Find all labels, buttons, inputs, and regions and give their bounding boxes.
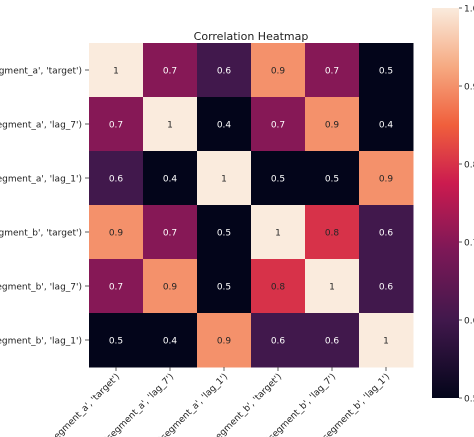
heatmap-cell <box>251 43 306 98</box>
cell-value-label: 0.6 <box>379 283 394 293</box>
cell-value-label: 0.5 <box>379 67 393 77</box>
cell-value-label: 0.9 <box>271 67 286 77</box>
heatmap-cell <box>197 205 252 260</box>
cell-value-label: 1 <box>329 283 335 293</box>
cell-value-label: 0.9 <box>163 283 178 293</box>
row-label: ('segment_b', 'target') <box>0 229 82 239</box>
heatmap-cell <box>143 97 198 152</box>
cell-value-label: 0.5 <box>217 283 231 293</box>
colorbar-tick-label: 0.8 <box>464 161 474 171</box>
heatmap-cell <box>359 43 414 98</box>
cell-value-label: 0.9 <box>109 229 124 239</box>
heatmap-cell <box>89 205 144 260</box>
colorbar-tick-label: 0.7 <box>464 239 474 249</box>
heatmap-cell <box>143 259 198 314</box>
heatmap-cell <box>89 259 144 314</box>
cell-value-label: 0.4 <box>217 121 232 131</box>
column-labels: ('segment_a', 'target')('segment_a', 'la… <box>45 367 392 437</box>
cell-value-label: 1 <box>167 121 173 131</box>
row-label: ('segment_b', 'lag_7') <box>0 283 82 293</box>
cell-value-label: 0.7 <box>163 229 177 239</box>
heatmap-cells <box>89 43 414 368</box>
cell-value-label: 0.5 <box>325 175 339 185</box>
heatmap-cell <box>251 259 306 314</box>
heatmap-cell <box>359 97 414 152</box>
heatmap-cell <box>305 259 360 314</box>
heatmap-cell <box>359 313 414 368</box>
cell-value-label: 0.5 <box>217 229 231 239</box>
heatmap-cell <box>305 205 360 260</box>
cell-value-label: 0.5 <box>271 175 285 185</box>
heatmap-cell <box>305 313 360 368</box>
colorbar-tick-label: 0.9 <box>464 83 474 93</box>
heatmap-cell <box>143 313 198 368</box>
cell-value-label: 1 <box>113 67 119 77</box>
cell-value-label: 1 <box>221 175 227 185</box>
cell-value-label: 0.9 <box>325 121 340 131</box>
heatmap-cell <box>89 43 144 98</box>
colorbar-tick-label: 0.6 <box>464 317 474 327</box>
heatmap-cell <box>251 205 306 260</box>
colorbar: 0.5 0.6 0.7 0.8 0.9 1.0 <box>432 5 474 405</box>
cell-value-label: 0.9 <box>379 175 394 185</box>
heatmap-cell <box>197 43 252 98</box>
colorbar-gradient <box>432 8 459 398</box>
heatmap-cell <box>305 97 360 152</box>
heatmap-cell <box>89 313 144 368</box>
heatmap-cell <box>89 97 144 152</box>
colorbar-tick-label: 0.5 <box>464 395 474 405</box>
chart-title: Correlation Heatmap <box>194 30 309 43</box>
cell-value-label: 0.8 <box>325 229 340 239</box>
row-labels: ('segment_a', 'target') ('segment_a', 'la… <box>0 67 89 347</box>
row-label: ('segment_a', 'target') <box>0 67 82 77</box>
cell-value-label: 1 <box>275 229 281 239</box>
cell-value-label: 0.4 <box>379 121 394 131</box>
cell-value-label: 0.6 <box>325 337 340 347</box>
cell-value-label: 1 <box>383 337 389 347</box>
row-label: ('segment_b', 'lag_1') <box>0 337 82 347</box>
colorbar-tick-label: 1.0 <box>464 5 474 15</box>
heatmap-cell <box>251 97 306 152</box>
heatmap-cell <box>359 151 414 206</box>
heatmap-cell <box>251 313 306 368</box>
heatmap-cell <box>251 151 306 206</box>
row-label: ('segment_a', 'lag_7') <box>0 121 82 131</box>
heatmap-cell <box>305 43 360 98</box>
heatmap-cell <box>197 313 252 368</box>
heatmap-cell <box>197 151 252 206</box>
cell-value-label: 0.6 <box>271 337 286 347</box>
cell-value-label: 0.7 <box>271 121 285 131</box>
cell-value-label: 0.8 <box>271 283 286 293</box>
heatmap-annotations: 1 0.7 0.6 0.9 0.7 0.5 0.7 1 0.4 0.7 0.9 0.4 0.6 0.4 1 0… <box>109 67 394 347</box>
column-label: ('segment_a', 'target') <box>45 372 122 437</box>
heatmap-cell <box>143 151 198 206</box>
cell-value-label: 0.6 <box>379 229 394 239</box>
heatmap-cell <box>359 259 414 314</box>
heatmap-cell <box>143 205 198 260</box>
cell-value-label: 0.4 <box>163 175 178 185</box>
heatmap-cell <box>305 151 360 206</box>
cell-value-label: 0.9 <box>217 337 232 347</box>
cell-value-label: 0.6 <box>217 67 232 77</box>
cell-value-label: 0.5 <box>109 337 123 347</box>
row-label: ('segment_a', 'lag_1') <box>0 175 82 185</box>
heatmap-cell <box>197 259 252 314</box>
heatmap-cell <box>197 97 252 152</box>
heatmap-cell <box>359 205 414 260</box>
cell-value-label: 0.4 <box>163 337 178 347</box>
cell-value-label: 0.7 <box>109 283 123 293</box>
cell-value-label: 0.7 <box>109 121 123 131</box>
cell-value-label: 0.6 <box>109 175 124 185</box>
heatmap-cell <box>143 43 198 98</box>
cell-value-label: 0.7 <box>163 67 177 77</box>
heatmap-cell <box>89 151 144 206</box>
cell-value-label: 0.7 <box>325 67 339 77</box>
